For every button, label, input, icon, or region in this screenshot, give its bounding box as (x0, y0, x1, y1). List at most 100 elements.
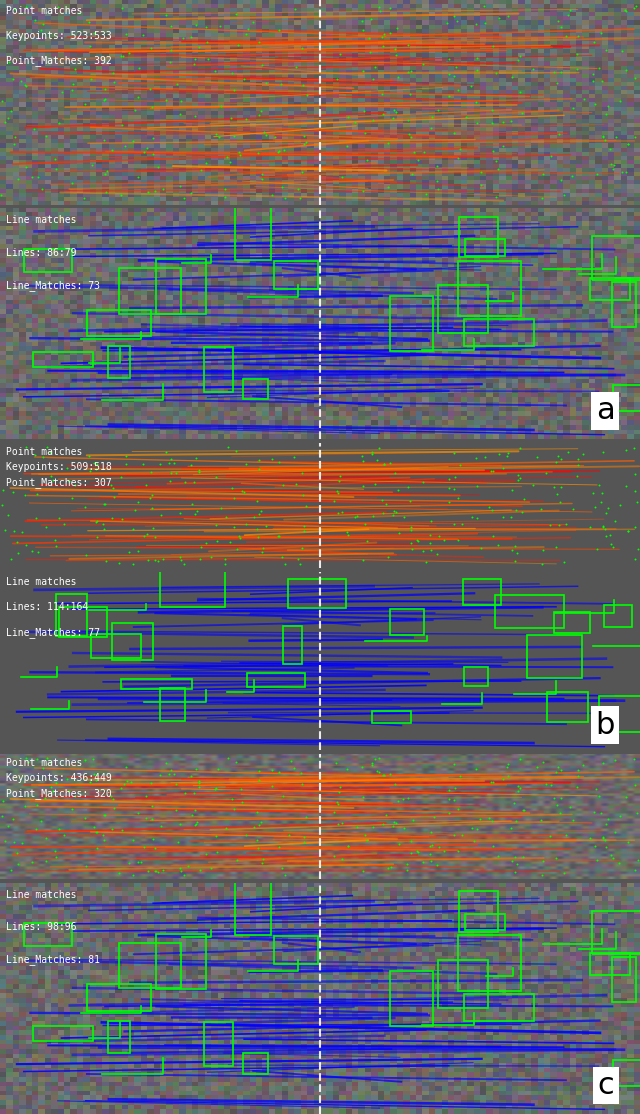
Point (84, 462, 95, 480)
Point (404, 125, 414, 143)
Point (45, 753, 56, 771)
Text: Point_Matches: 307: Point_Matches: 307 (6, 477, 112, 488)
Point (10, 128, 20, 146)
Point (51, 159, 61, 177)
Point (358, 478, 368, 496)
Point (385, 765, 395, 783)
Point (109, 799, 120, 817)
Point (426, 852, 436, 870)
Point (550, 538, 561, 556)
Point (227, 479, 237, 497)
Point (333, 483, 344, 501)
Bar (460, 216, 498, 257)
Point (342, 837, 353, 854)
Point (256, 813, 266, 831)
Point (367, 754, 377, 772)
Point (356, 12, 367, 30)
Point (577, 444, 588, 462)
Point (372, 762, 382, 780)
Point (301, 87, 312, 105)
Point (488, 838, 499, 856)
Point (79, 188, 90, 206)
Point (164, 455, 174, 472)
Bar (438, 960, 488, 1008)
Point (273, 452, 284, 470)
Point (216, 97, 227, 115)
Point (179, 556, 189, 574)
Point (145, 489, 156, 507)
Point (630, 550, 640, 568)
Point (630, 482, 640, 500)
Point (90, 823, 100, 841)
Point (603, 97, 613, 115)
Point (541, 465, 551, 482)
Point (153, 158, 163, 176)
Point (298, 486, 308, 504)
Point (490, 153, 500, 170)
Point (36, 21, 46, 39)
Point (41, 518, 51, 536)
Point (566, 167, 577, 185)
Point (601, 527, 611, 545)
Point (493, 160, 503, 178)
Point (151, 862, 161, 880)
Point (239, 482, 249, 500)
Point (141, 525, 152, 543)
Point (3, 109, 13, 127)
Point (426, 541, 436, 559)
Point (27, 543, 37, 560)
Point (589, 96, 600, 114)
Point (253, 762, 264, 780)
Point (206, 548, 216, 566)
Point (147, 797, 157, 814)
Point (421, 553, 431, 570)
Point (273, 763, 284, 781)
Point (484, 809, 494, 827)
Point (358, 182, 369, 199)
Point (6, 102, 17, 120)
Point (394, 836, 404, 853)
Point (563, 443, 573, 461)
Point (476, 176, 486, 194)
Point (515, 750, 525, 768)
Bar (108, 1020, 130, 1053)
Point (186, 768, 196, 785)
Point (228, 518, 239, 536)
Point (132, 168, 143, 186)
Point (408, 165, 418, 183)
Point (214, 128, 224, 146)
Point (608, 160, 618, 178)
Point (358, 452, 368, 470)
Point (511, 812, 521, 830)
Point (202, 33, 212, 51)
Point (64, 471, 74, 489)
Point (38, 449, 49, 467)
Point (528, 476, 538, 494)
Point (27, 168, 37, 186)
Point (605, 526, 615, 544)
Point (572, 467, 582, 485)
Point (92, 528, 102, 546)
Point (444, 494, 454, 511)
Point (333, 505, 343, 522)
Point (132, 853, 143, 871)
Point (201, 154, 211, 172)
Point (366, 755, 376, 773)
Point (161, 443, 171, 461)
Point (623, 522, 634, 540)
Point (471, 760, 481, 778)
Point (565, 798, 575, 815)
Point (591, 780, 601, 798)
Point (510, 848, 520, 866)
Point (383, 548, 393, 566)
Bar (119, 267, 180, 314)
Point (132, 494, 143, 511)
Point (187, 805, 197, 823)
Point (253, 451, 264, 469)
Point (171, 801, 181, 819)
Point (453, 489, 463, 507)
Point (278, 788, 288, 805)
Point (301, 497, 311, 515)
Point (190, 801, 200, 819)
Point (0, 832, 10, 850)
